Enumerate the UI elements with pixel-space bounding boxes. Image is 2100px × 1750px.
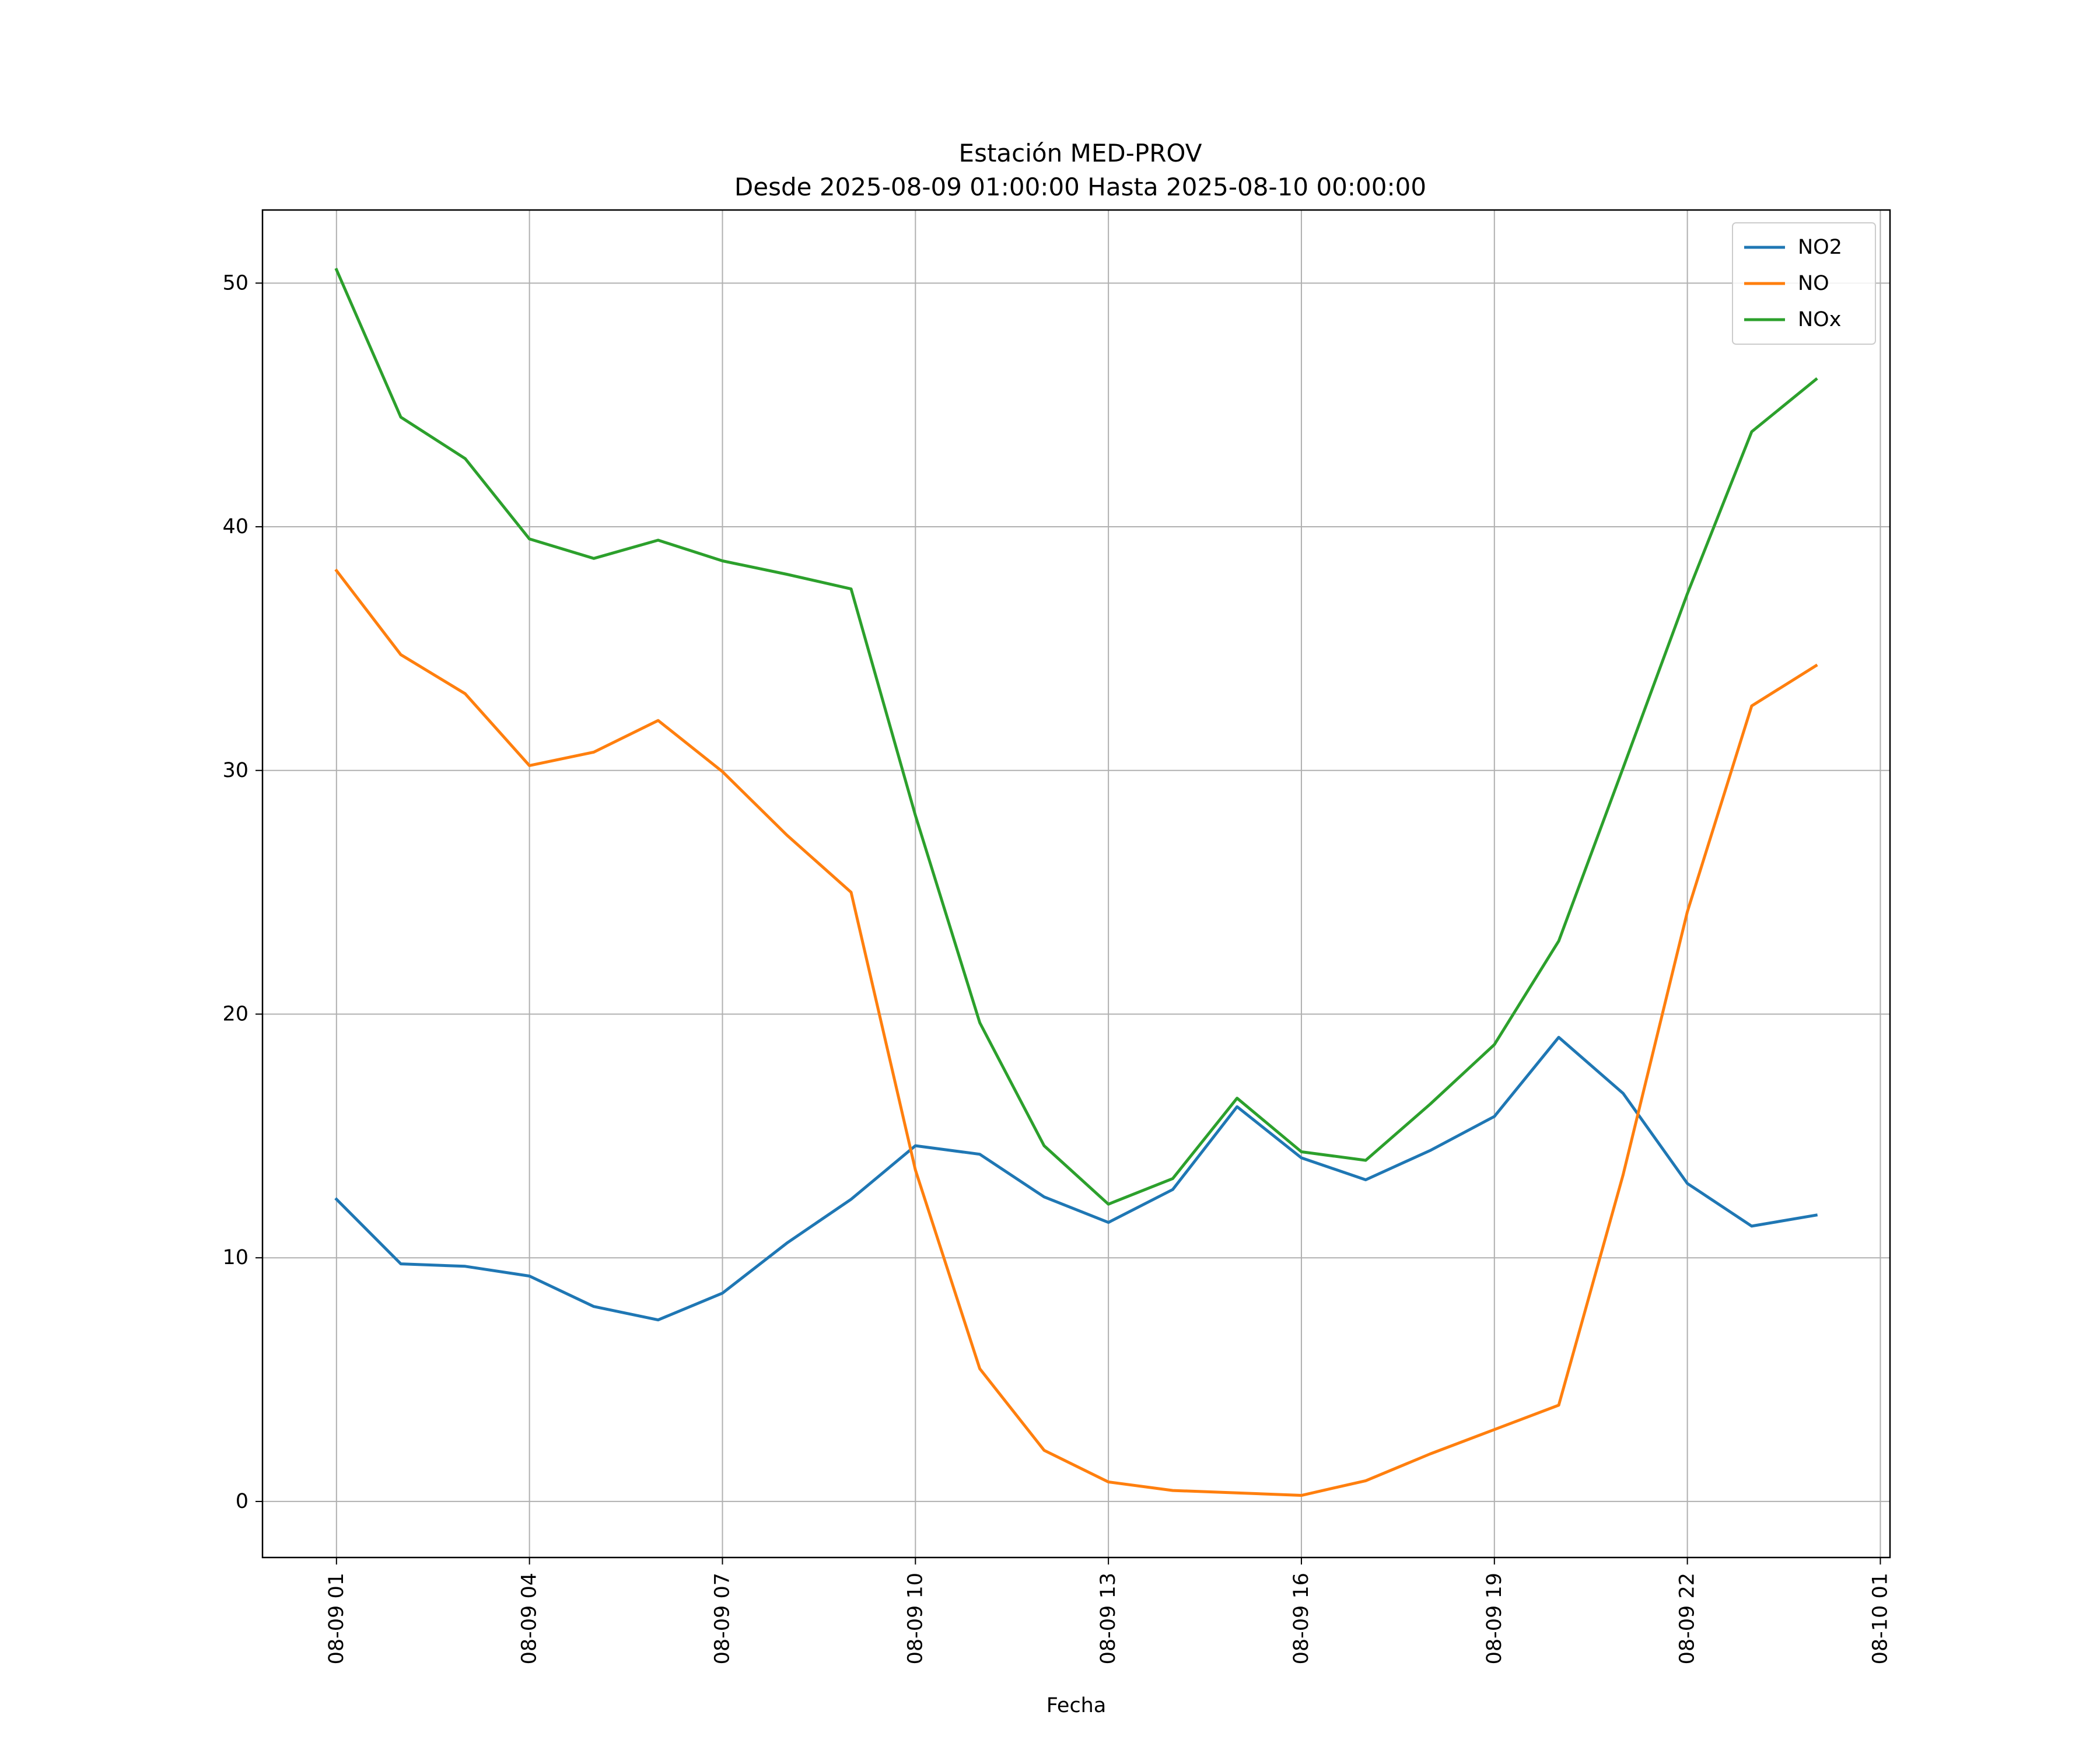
y-axis: 0 10 20 30 40 50: [222, 271, 262, 1513]
legend-label-no[interactable]: NO: [1798, 272, 1829, 295]
series-line-nox: [334, 268, 1818, 1206]
chart-title: Estación MED-PROV: [959, 139, 1202, 167]
y-tick-label: 50: [222, 271, 249, 295]
chart-subtitle: Desde 2025-08-09 01:00:00 Hasta 2025-08-…: [734, 173, 1426, 201]
legend-label-no2[interactable]: NO2: [1798, 236, 1842, 259]
x-tick-label: 08-10 01: [1868, 1573, 1892, 1664]
y-tick-label: 30: [222, 759, 249, 782]
plot-frame: [261, 209, 1891, 1559]
x-tick-label: 08-09 01: [325, 1573, 348, 1664]
x-tick-label: 08-09 10: [904, 1573, 927, 1664]
series-layer: [334, 268, 1818, 1497]
legend[interactable]: NO2 NO NOx: [1732, 222, 1876, 345]
y-tick-label: 0: [236, 1490, 249, 1513]
legend-label-nox[interactable]: NOx: [1798, 308, 1841, 331]
x-tick-label: 08-09 16: [1290, 1573, 1313, 1664]
y-tick-label: 10: [222, 1246, 249, 1269]
series-line-no2: [334, 1035, 1818, 1322]
legend-box: [1732, 222, 1876, 345]
series-line-no: [334, 568, 1818, 1497]
x-axis-label: Fecha: [1046, 1694, 1107, 1717]
x-tick-label: 08-09 04: [518, 1573, 541, 1664]
x-tick-label: 08-09 13: [1097, 1573, 1120, 1664]
x-tick-label: 08-09 22: [1676, 1573, 1699, 1664]
grid: [262, 210, 1890, 1558]
y-tick-label: 40: [222, 515, 249, 538]
x-tick-label: 08-09 07: [710, 1573, 734, 1664]
x-axis: 08-09 01 08-09 04 08-09 07 08-09 10 08-09 13…: [325, 1558, 1892, 1664]
y-tick-label: 20: [222, 1002, 249, 1026]
x-tick-label: 08-09 19: [1483, 1573, 1506, 1664]
